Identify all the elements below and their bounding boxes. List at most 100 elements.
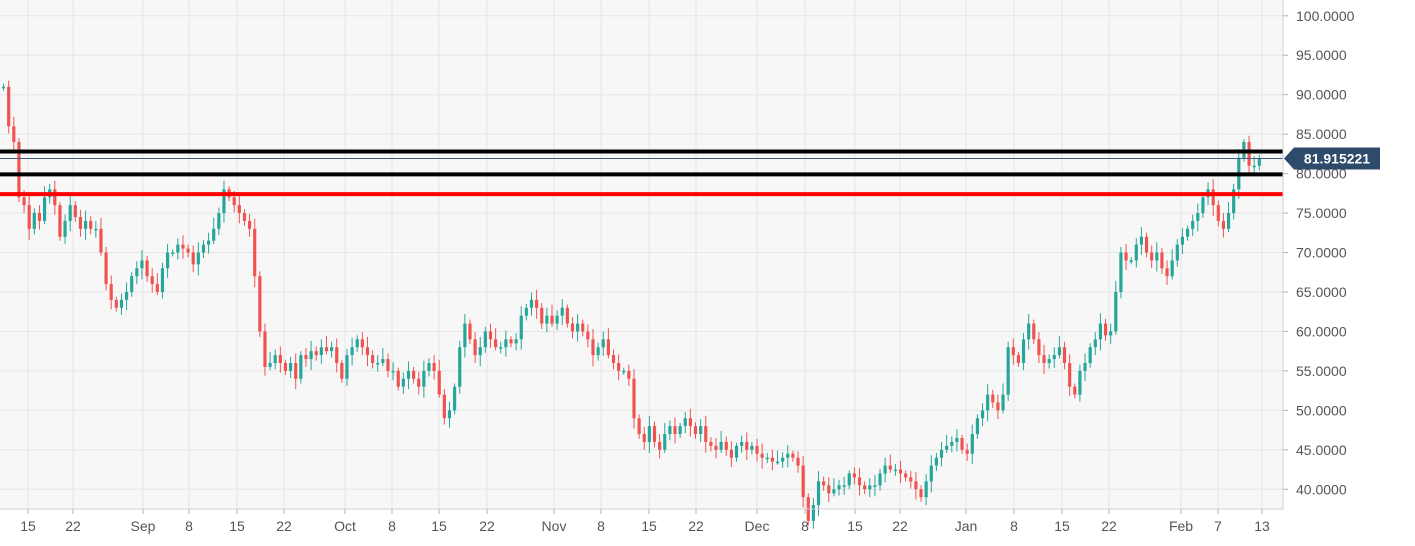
candle-body-up — [212, 228, 216, 241]
candle-body-down — [755, 445, 759, 454]
candle-body-up — [160, 268, 165, 292]
candle-body-up — [1027, 323, 1031, 340]
candle-body-down — [1016, 355, 1021, 364]
time-tick-label: Sep — [131, 518, 156, 534]
candle-body-down — [540, 307, 544, 324]
candle-body-up — [816, 481, 821, 506]
candle-body-down — [642, 434, 646, 442]
candle-body-up — [1109, 331, 1113, 336]
candle-body-down — [258, 276, 262, 332]
current-price-label: 81.915221 — [1304, 150, 1370, 166]
time-tick-label: 15 — [1054, 518, 1070, 534]
candle-body-down — [27, 205, 31, 229]
candle-body-up — [555, 315, 559, 324]
candle-body-down — [145, 260, 149, 277]
time-tick-label: 8 — [1010, 518, 1018, 534]
price-axis-labels: 100.0000 95.0000 90.0000 85.0000 80.0000 75.0… — [1283, 8, 1355, 497]
candle-body-down — [1032, 323, 1036, 340]
candle-body-down — [898, 469, 903, 474]
candle-body-down — [535, 299, 539, 308]
candle-body-up — [1047, 359, 1051, 364]
candle-body-down — [801, 465, 805, 498]
time-tick-label: 22 — [276, 518, 292, 534]
time-tick-label: 22 — [65, 518, 81, 534]
candle-body-up — [1155, 252, 1159, 261]
candle-body-down — [673, 426, 677, 435]
time-tick-label: 15 — [20, 518, 36, 534]
candle-body-down — [386, 359, 390, 371]
candle-body-up — [847, 473, 851, 486]
candle-body-up — [765, 457, 769, 460]
candle-body-down — [494, 339, 498, 348]
candle-body-down — [1211, 189, 1215, 206]
plot-background — [0, 0, 1283, 509]
current-price-badge — [1284, 147, 1380, 170]
grid-lines — [0, 0, 1283, 509]
candle-body-up — [1170, 260, 1174, 277]
price-tick-label: 65.0000 — [1296, 284, 1347, 300]
candle-body-down — [104, 252, 108, 285]
time-tick-label: 8 — [185, 518, 193, 534]
candle-body-down — [591, 339, 595, 356]
candle-body-down — [335, 347, 339, 364]
candle-body-up — [740, 441, 744, 446]
candle-body-up — [1114, 291, 1118, 332]
candle-body-down — [745, 441, 749, 450]
candle-body-up — [837, 485, 841, 490]
price-tick-label: 85.0000 — [1296, 126, 1347, 142]
candle-body-up — [330, 347, 334, 352]
candle-body-down — [904, 473, 908, 478]
candle-body-up — [560, 307, 564, 316]
candle-body-up — [447, 410, 452, 419]
candle-body-up — [345, 355, 349, 379]
candle-body-down — [1165, 268, 1169, 277]
candle-body-down — [688, 418, 692, 427]
candle-body-down — [232, 197, 236, 206]
candle-body-down — [278, 355, 282, 364]
candle-body-down — [888, 465, 892, 470]
time-tick-label: 8 — [597, 518, 605, 534]
candle-body-down — [863, 485, 867, 490]
candle-body-up — [1196, 213, 1200, 221]
candle-body-up — [289, 363, 293, 371]
candle-body-down — [324, 347, 329, 352]
candle-body-up — [273, 355, 277, 364]
time-tick-label: 22 — [688, 518, 704, 534]
candle-body-down — [857, 477, 862, 486]
candle-body-down — [109, 284, 113, 300]
candle-body-up — [299, 355, 303, 379]
candle-body-up — [478, 347, 482, 356]
candle-body-down — [58, 205, 62, 237]
candle-body-up — [463, 323, 467, 348]
candle-body-up — [1021, 339, 1026, 364]
candle-body-down — [960, 437, 964, 450]
time-tick-label: 13 — [1254, 518, 1270, 534]
candle-body-down — [191, 252, 195, 265]
candle-body-down — [468, 323, 472, 340]
candle-body-up — [683, 418, 687, 427]
candle-body-down — [550, 315, 554, 324]
candle-body-down — [432, 363, 436, 371]
candle-body-up — [519, 315, 523, 340]
candle-body-down — [606, 339, 610, 356]
candle-body-down — [396, 370, 400, 387]
time-tick-label: 8 — [801, 518, 809, 534]
candle-body-up — [647, 426, 651, 442]
candle-body-up — [1057, 347, 1062, 356]
candle-body-up — [268, 363, 272, 367]
candle-body-down — [253, 228, 257, 277]
candle-body-down — [1042, 355, 1046, 364]
candle-body-down — [570, 323, 575, 332]
candle-body-down — [314, 351, 318, 356]
candle-body-down — [724, 441, 728, 450]
candle-body-up — [950, 441, 954, 446]
candle-body-down — [637, 418, 641, 435]
candle-body-up — [222, 189, 226, 214]
candle-body-up — [924, 481, 928, 498]
candle-body-up — [94, 228, 98, 231]
price-tick-label: 75.0000 — [1296, 205, 1347, 221]
horizontal-lines — [0, 149, 1283, 197]
candle-body-down — [611, 355, 616, 364]
candle-body-up — [1078, 370, 1082, 395]
